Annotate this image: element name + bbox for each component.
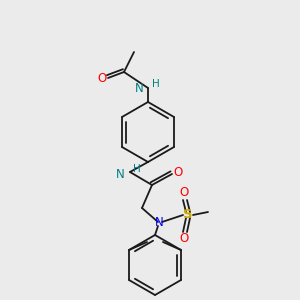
- Text: O: O: [179, 187, 189, 200]
- Text: N: N: [154, 217, 164, 230]
- Text: O: O: [179, 232, 189, 245]
- Text: N: N: [135, 82, 144, 94]
- Text: H: H: [133, 164, 141, 174]
- Text: O: O: [98, 71, 106, 85]
- Text: O: O: [173, 166, 183, 178]
- Text: N: N: [116, 167, 125, 181]
- Text: S: S: [183, 208, 193, 221]
- Text: H: H: [152, 79, 160, 89]
